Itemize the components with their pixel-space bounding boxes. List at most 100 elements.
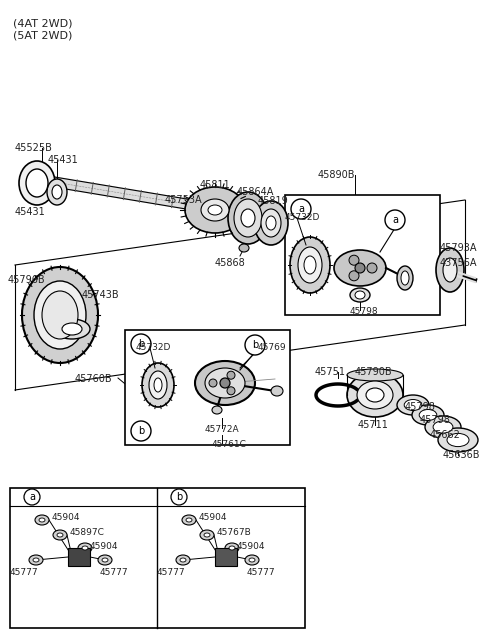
Text: 45868: 45868	[215, 258, 246, 268]
Ellipse shape	[205, 368, 245, 398]
Circle shape	[349, 255, 359, 265]
Ellipse shape	[366, 388, 384, 402]
Ellipse shape	[57, 533, 63, 537]
Text: 45793A: 45793A	[440, 243, 478, 253]
Ellipse shape	[334, 250, 386, 286]
Bar	[10, 488, 305, 628]
Ellipse shape	[19, 161, 55, 205]
Text: 45772A: 45772A	[205, 425, 240, 434]
Text: (4AT 2WD): (4AT 2WD)	[13, 18, 72, 28]
Text: 45636B: 45636B	[443, 450, 480, 460]
Text: a: a	[392, 215, 398, 225]
Ellipse shape	[54, 319, 90, 339]
Ellipse shape	[212, 406, 222, 414]
Circle shape	[367, 263, 377, 273]
Bar	[125, 330, 290, 445]
Text: 45761C: 45761C	[212, 440, 247, 449]
Ellipse shape	[350, 288, 370, 302]
Ellipse shape	[347, 369, 403, 381]
Text: 45431: 45431	[48, 155, 79, 165]
Ellipse shape	[443, 258, 457, 282]
Ellipse shape	[201, 199, 229, 221]
Ellipse shape	[290, 237, 330, 293]
Text: 45798: 45798	[405, 402, 436, 412]
Polygon shape	[29, 173, 416, 247]
Ellipse shape	[347, 373, 403, 417]
Ellipse shape	[438, 428, 478, 452]
Ellipse shape	[98, 555, 112, 565]
Text: 45743B: 45743B	[82, 290, 120, 300]
Ellipse shape	[298, 247, 322, 283]
Ellipse shape	[397, 266, 413, 290]
Text: 45732D: 45732D	[136, 343, 171, 352]
Circle shape	[220, 378, 230, 388]
Text: 45798: 45798	[350, 307, 379, 316]
Ellipse shape	[419, 410, 437, 420]
Circle shape	[227, 387, 235, 395]
Ellipse shape	[249, 558, 255, 562]
Ellipse shape	[433, 421, 453, 433]
Ellipse shape	[47, 179, 67, 205]
Text: 45662: 45662	[430, 430, 461, 440]
Text: 45904: 45904	[237, 542, 265, 551]
Circle shape	[131, 334, 151, 354]
Circle shape	[171, 489, 187, 505]
Circle shape	[385, 210, 405, 230]
Text: 45760B: 45760B	[75, 374, 113, 384]
Ellipse shape	[26, 169, 48, 197]
Ellipse shape	[33, 558, 39, 562]
Ellipse shape	[225, 543, 239, 553]
Text: b: b	[176, 492, 182, 502]
Text: 45904: 45904	[90, 542, 119, 551]
Ellipse shape	[234, 199, 262, 237]
Text: 45790B: 45790B	[355, 367, 393, 377]
Text: 45864A: 45864A	[237, 187, 275, 197]
Bar	[215, 548, 237, 566]
Ellipse shape	[204, 533, 210, 537]
Ellipse shape	[228, 192, 268, 244]
Text: a: a	[29, 492, 35, 502]
Text: b: b	[138, 339, 144, 349]
Text: 45904: 45904	[52, 513, 81, 522]
Ellipse shape	[208, 205, 222, 215]
Text: 45777: 45777	[157, 568, 186, 577]
Text: 43756A: 43756A	[440, 258, 478, 268]
Text: 45767B: 45767B	[217, 528, 252, 537]
Ellipse shape	[176, 555, 190, 565]
Text: 45796B: 45796B	[8, 275, 46, 285]
Text: 45777: 45777	[100, 568, 129, 577]
Ellipse shape	[62, 323, 82, 335]
Ellipse shape	[304, 256, 316, 274]
Ellipse shape	[357, 381, 393, 409]
Ellipse shape	[195, 361, 255, 405]
Ellipse shape	[447, 433, 469, 446]
Ellipse shape	[229, 546, 235, 550]
Ellipse shape	[180, 558, 186, 562]
Ellipse shape	[154, 378, 162, 392]
Text: 45777: 45777	[10, 568, 38, 577]
Ellipse shape	[186, 518, 192, 522]
Ellipse shape	[52, 185, 62, 199]
Text: 45777: 45777	[247, 568, 276, 577]
Ellipse shape	[425, 416, 461, 438]
Text: 45431: 45431	[15, 207, 46, 217]
Text: b: b	[252, 340, 258, 350]
Ellipse shape	[29, 555, 43, 565]
Ellipse shape	[34, 281, 86, 349]
Text: b: b	[138, 426, 144, 436]
Text: 45819: 45819	[258, 196, 289, 206]
Circle shape	[349, 271, 359, 281]
Text: 45769: 45769	[258, 343, 287, 352]
Ellipse shape	[102, 558, 108, 562]
Ellipse shape	[401, 271, 409, 285]
Ellipse shape	[266, 216, 276, 230]
Ellipse shape	[39, 518, 45, 522]
Text: 45751: 45751	[315, 367, 346, 377]
Text: 45711: 45711	[358, 420, 389, 430]
Circle shape	[209, 379, 217, 387]
Ellipse shape	[185, 187, 245, 233]
Circle shape	[24, 489, 40, 505]
Circle shape	[227, 371, 235, 379]
Ellipse shape	[271, 386, 283, 396]
Ellipse shape	[254, 201, 288, 245]
